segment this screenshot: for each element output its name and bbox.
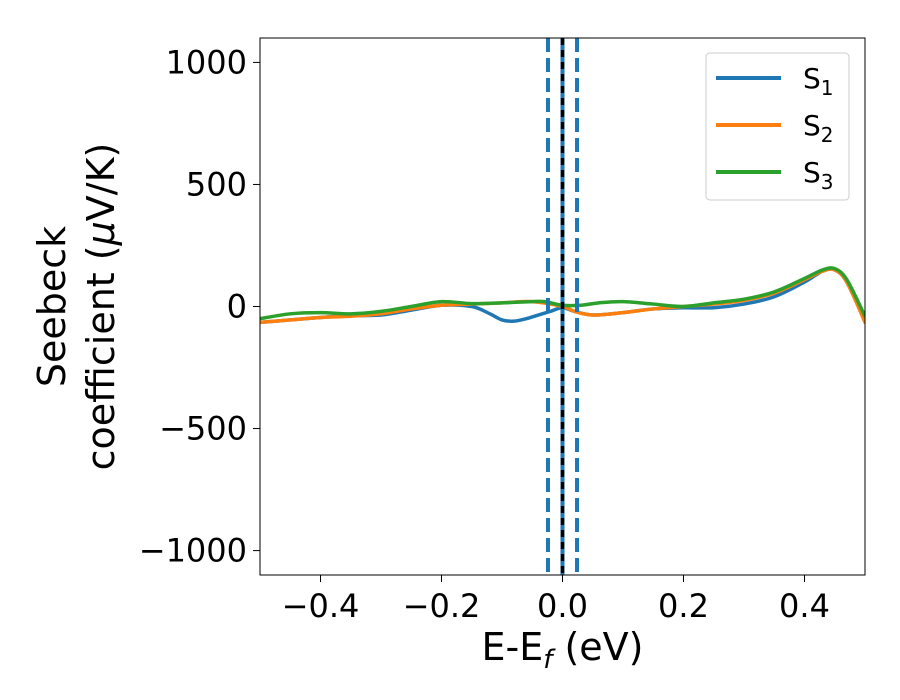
- legend-label-s2-main: S: [803, 109, 821, 142]
- legend: S1 S2 S3: [705, 52, 850, 201]
- x-tick-label: 0.4: [779, 587, 830, 625]
- y-axis-title-line1: Seebeck: [30, 226, 74, 387]
- y-tick-label: −1000: [139, 532, 247, 570]
- x-axis-title-suffix: (eV): [552, 625, 643, 669]
- y-axis-title-line2-prefix: coefficient (: [79, 245, 123, 470]
- x-tick-label: 0.0: [537, 587, 588, 625]
- legend-label-s3-sub: 3: [821, 170, 834, 194]
- x-axis: −0.4 −0.2 0.0 0.2 0.4: [282, 575, 830, 625]
- x-tick-label: −0.2: [403, 587, 481, 625]
- x-axis-title: E-Ef (eV): [482, 625, 644, 675]
- legend-label-s1-main: S: [803, 62, 821, 95]
- legend-label-s3-main: S: [803, 156, 821, 189]
- x-tick-label: −0.4: [282, 587, 360, 625]
- series-line-s3: [260, 266, 865, 321]
- legend-label-s3: S3: [803, 156, 834, 194]
- reference-lines: [545, 38, 580, 575]
- legend-label-s2-sub: 2: [821, 123, 834, 147]
- y-axis: −1000 −500 0 500 1000: [139, 43, 260, 570]
- y-axis-title-line2-suffix: V/K): [79, 143, 123, 222]
- y-tick-label: 1000: [166, 43, 247, 81]
- x-tick-label: 0.2: [658, 587, 709, 625]
- y-tick-label: 500: [186, 165, 247, 203]
- legend-label-s1-sub: 1: [821, 76, 834, 100]
- legend-label-s2: S2: [803, 109, 834, 147]
- plot-series: [260, 266, 865, 325]
- y-tick-label: 0: [227, 288, 247, 326]
- x-axis-title-main: E-E: [482, 625, 544, 669]
- y-axis-title-line1-text: Seebeck: [30, 226, 74, 387]
- y-axis-title-line2: coefficient (μV/K): [79, 143, 123, 471]
- y-tick-label: −500: [159, 410, 247, 448]
- legend-label-s1: S1: [803, 62, 834, 100]
- y-axis-title-mu: μ: [79, 221, 123, 246]
